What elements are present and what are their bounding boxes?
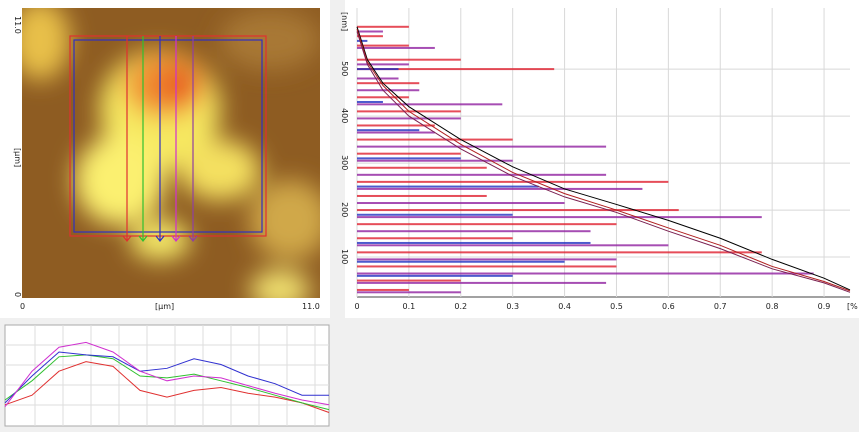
x-tick-label: 0.5 [610, 302, 623, 311]
bar [357, 291, 461, 294]
bar [357, 25, 409, 28]
bar [357, 260, 565, 263]
bar [357, 185, 539, 188]
bar [357, 166, 487, 169]
bar [357, 265, 617, 268]
bar [357, 279, 461, 282]
x-unit: [µm] [155, 302, 174, 311]
y-bottom-label: 0 [13, 292, 22, 297]
bar [357, 58, 461, 61]
y-tick-label: 200 [340, 202, 349, 217]
profile-line [4, 361, 330, 413]
profile-line [4, 354, 330, 411]
bar [357, 187, 643, 190]
x-unit: [% [847, 302, 858, 311]
bar [357, 30, 383, 33]
bar [357, 68, 555, 71]
bar [357, 124, 435, 127]
bar [357, 46, 435, 49]
cumulative-curve [356, 26, 851, 291]
bar [357, 173, 607, 176]
bar [357, 202, 565, 205]
y-tick-label: 500 [340, 61, 349, 76]
x-left-label: 0 [20, 302, 25, 311]
bar [357, 223, 617, 226]
bar [357, 237, 513, 240]
bar [357, 258, 617, 261]
x-right-label: 11.0 [302, 302, 320, 311]
bar [357, 157, 461, 160]
bar [357, 281, 607, 284]
y-tick-label: 100 [340, 249, 349, 264]
x-tick-label: 0.9 [818, 302, 831, 311]
bar [357, 131, 435, 134]
bar [357, 241, 591, 244]
cumulative-curve [356, 28, 851, 292]
y-tick-label: 300 [340, 155, 349, 170]
x-tick-label: 0.1 [403, 302, 416, 311]
bar [357, 230, 591, 233]
profile-grid [5, 325, 329, 426]
x-tick-label: 0.6 [662, 302, 675, 311]
bar [357, 159, 513, 162]
x-tick-label: 0.3 [506, 302, 519, 311]
bar [357, 44, 409, 47]
bar [357, 68, 399, 71]
y-unit: [nm] [340, 12, 349, 31]
bar [357, 251, 762, 254]
cumulative-curve [356, 31, 851, 293]
bar [357, 274, 513, 277]
bar [357, 272, 814, 275]
bar [357, 129, 420, 132]
profile-line [4, 341, 330, 408]
profile-panel [4, 324, 330, 427]
y-top-label: 11.0 [13, 16, 22, 34]
x-tick-label: 0.7 [714, 302, 727, 311]
bar [357, 216, 762, 219]
x-tick-label: 0 [354, 302, 359, 311]
profile-line [4, 351, 329, 404]
bar [357, 288, 409, 291]
afm-image [22, 8, 320, 298]
y-unit: [µm] [13, 148, 22, 167]
x-tick-label: 0.2 [454, 302, 467, 311]
bar [357, 117, 461, 120]
x-tick-label: 0.8 [766, 302, 779, 311]
bar [357, 145, 607, 148]
bar [357, 82, 420, 85]
bar [357, 103, 503, 106]
x-tick-label: 0.4 [558, 302, 571, 311]
bar [357, 39, 368, 42]
bar [357, 96, 409, 99]
bar [357, 100, 383, 103]
bar [357, 180, 669, 183]
bar [357, 35, 383, 38]
y-tick-label: 400 [340, 108, 349, 123]
bar [357, 138, 513, 141]
bar [357, 194, 487, 197]
bar [357, 244, 669, 247]
bar [357, 63, 409, 66]
bar [357, 213, 513, 216]
bar [357, 209, 679, 212]
bar [357, 152, 461, 155]
